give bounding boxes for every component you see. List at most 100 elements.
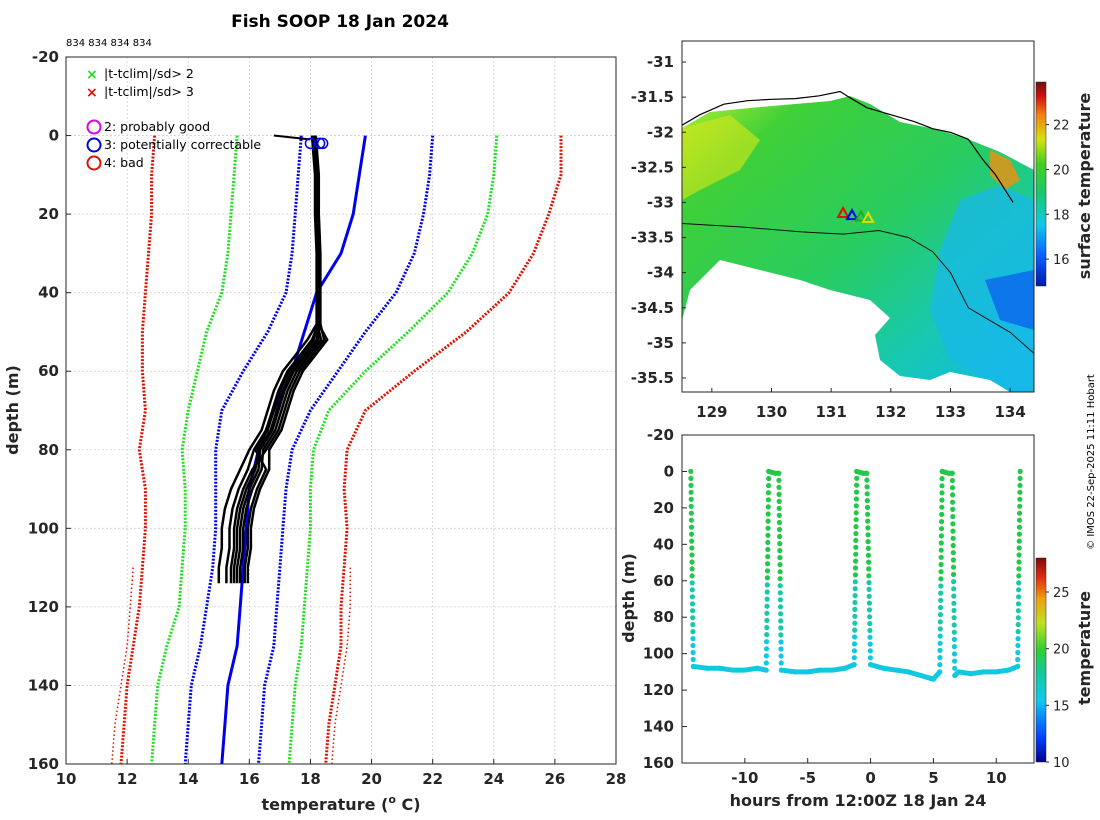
depth-time-point xyxy=(867,621,873,627)
depth-time-point xyxy=(950,571,957,578)
depth-time-point xyxy=(689,601,696,607)
depth-time-point xyxy=(865,545,871,552)
map-xtick-label: 132 xyxy=(875,403,906,421)
depth-time-point xyxy=(937,604,944,611)
depth-time-point xyxy=(1016,545,1022,551)
depth-time-point xyxy=(688,496,694,502)
depth-time-point xyxy=(1017,489,1023,495)
sst-colorbar-ticks: 16 18 20 22 xyxy=(1046,119,1070,268)
depth-time-point xyxy=(1016,552,1022,558)
map-ytick-label: -35 xyxy=(647,334,674,352)
depth-time-point xyxy=(951,579,957,585)
depth-time-point xyxy=(949,485,956,491)
depth-time-point xyxy=(938,540,944,546)
depth-time-point xyxy=(765,490,772,496)
profile-xtick-label: 12 xyxy=(117,770,138,788)
series-clim-m3sd xyxy=(119,135,157,764)
profile-ytick-label: 60 xyxy=(38,362,59,380)
depth-time-point xyxy=(938,526,945,532)
temperature-colorbar-tick-label: 20 xyxy=(1053,643,1070,658)
depth-time-point xyxy=(951,593,957,599)
depth-time-point xyxy=(1015,629,1021,635)
depth-time-point xyxy=(864,498,870,504)
sst-colorbar-tick-label: 20 xyxy=(1053,163,1070,178)
depth-time-point xyxy=(688,468,694,474)
depth-time-point xyxy=(852,613,858,619)
depth-time-point xyxy=(689,573,695,579)
depth-time-ticks: -10 -5 0 5 10 -20 0 20 40 60 80 100 120 140 160 xyxy=(643,426,1007,787)
profile-xtick-label: 24 xyxy=(483,770,504,788)
coastline xyxy=(682,90,1014,203)
depth-time-point xyxy=(853,551,859,557)
profile-ticks: 10 12 14 16 18 20 22 24 26 28 -20 0 20 40 60 80 100 120 14… xyxy=(28,48,627,788)
sst-colorbar-tick-label: 18 xyxy=(1053,208,1070,223)
profile-ytick-label: 140 xyxy=(28,676,59,694)
flag4-circle-icon xyxy=(86,155,102,171)
legend-flag2: 2: probably good xyxy=(104,119,210,134)
map-xtick-label: 129 xyxy=(696,403,727,421)
depth-time-point xyxy=(950,506,956,512)
depth-time-point xyxy=(950,550,956,556)
depth-time-point xyxy=(688,517,695,523)
depth-time-point xyxy=(763,660,769,666)
depth-time-point xyxy=(865,525,871,531)
depth-time-point xyxy=(853,496,860,502)
depth-time-point xyxy=(938,583,944,589)
temperature-colorbar-tick-label: 25 xyxy=(1053,586,1070,601)
depth-time-point xyxy=(937,612,944,618)
sst-colorbar-tick-label: 22 xyxy=(1053,119,1070,134)
platform-ids: 834 834 834 834 xyxy=(66,38,152,49)
legend-flag4: 4: bad xyxy=(104,155,144,170)
depth-time-point xyxy=(865,518,871,524)
depth-time-point xyxy=(763,653,770,659)
profile-xtick-label: 28 xyxy=(606,770,627,788)
depth-time-point xyxy=(689,545,695,551)
depth-time-point xyxy=(777,533,783,540)
depth-time-point xyxy=(865,539,871,545)
depth-time-xtick-label: -10 xyxy=(731,769,758,787)
depth-time-point xyxy=(939,504,945,510)
depth-time-point xyxy=(851,662,857,668)
depth-time-point xyxy=(866,586,872,593)
depth-time-point xyxy=(765,561,771,567)
surface-segment xyxy=(273,134,311,141)
temperature-colorbar-tick-label: 10 xyxy=(1053,756,1070,771)
depth-time-point xyxy=(951,629,957,635)
map-ytick-label: -35.5 xyxy=(631,369,674,387)
map-xtick-label: 131 xyxy=(815,403,846,421)
depth-time-point xyxy=(1016,559,1022,565)
depth-time-point xyxy=(864,484,870,490)
depth-time-point xyxy=(852,586,858,592)
temperature-colorbar xyxy=(1035,557,1047,763)
depth-time-point xyxy=(864,491,870,497)
depth-time-point xyxy=(777,590,783,596)
depth-time-point xyxy=(690,636,696,642)
flag3-marker xyxy=(316,137,329,150)
temperature-colorbar-label: temperature xyxy=(1075,591,1094,705)
depth-time-point xyxy=(853,510,859,516)
depth-time-point xyxy=(851,655,857,661)
cross-red-icon: × xyxy=(86,85,98,101)
sst-colorbar-label: surface temperature xyxy=(1075,93,1094,280)
depth-time-point xyxy=(766,483,772,489)
depth-time-point xyxy=(765,546,771,553)
depth-time-point xyxy=(765,539,771,546)
depth-time-point xyxy=(765,554,771,560)
depth-time-point xyxy=(777,541,783,547)
flag3-circle-icon xyxy=(86,137,102,153)
depth-time-ytick-label: 120 xyxy=(643,681,674,699)
depth-time-point xyxy=(777,597,784,603)
depth-time-point xyxy=(867,648,873,654)
depth-time-background xyxy=(682,435,1034,763)
depth-time-point xyxy=(1015,649,1021,656)
depth-time-point xyxy=(853,544,859,550)
depth-time-point xyxy=(689,580,695,586)
depth-time-point xyxy=(853,517,859,523)
depth-time-point xyxy=(951,586,957,592)
depth-time-point xyxy=(852,565,859,571)
flag2-circle-icon xyxy=(86,119,102,135)
depth-time-point xyxy=(777,583,783,589)
depth-time-point xyxy=(939,490,945,496)
depth-time-point xyxy=(937,619,943,625)
